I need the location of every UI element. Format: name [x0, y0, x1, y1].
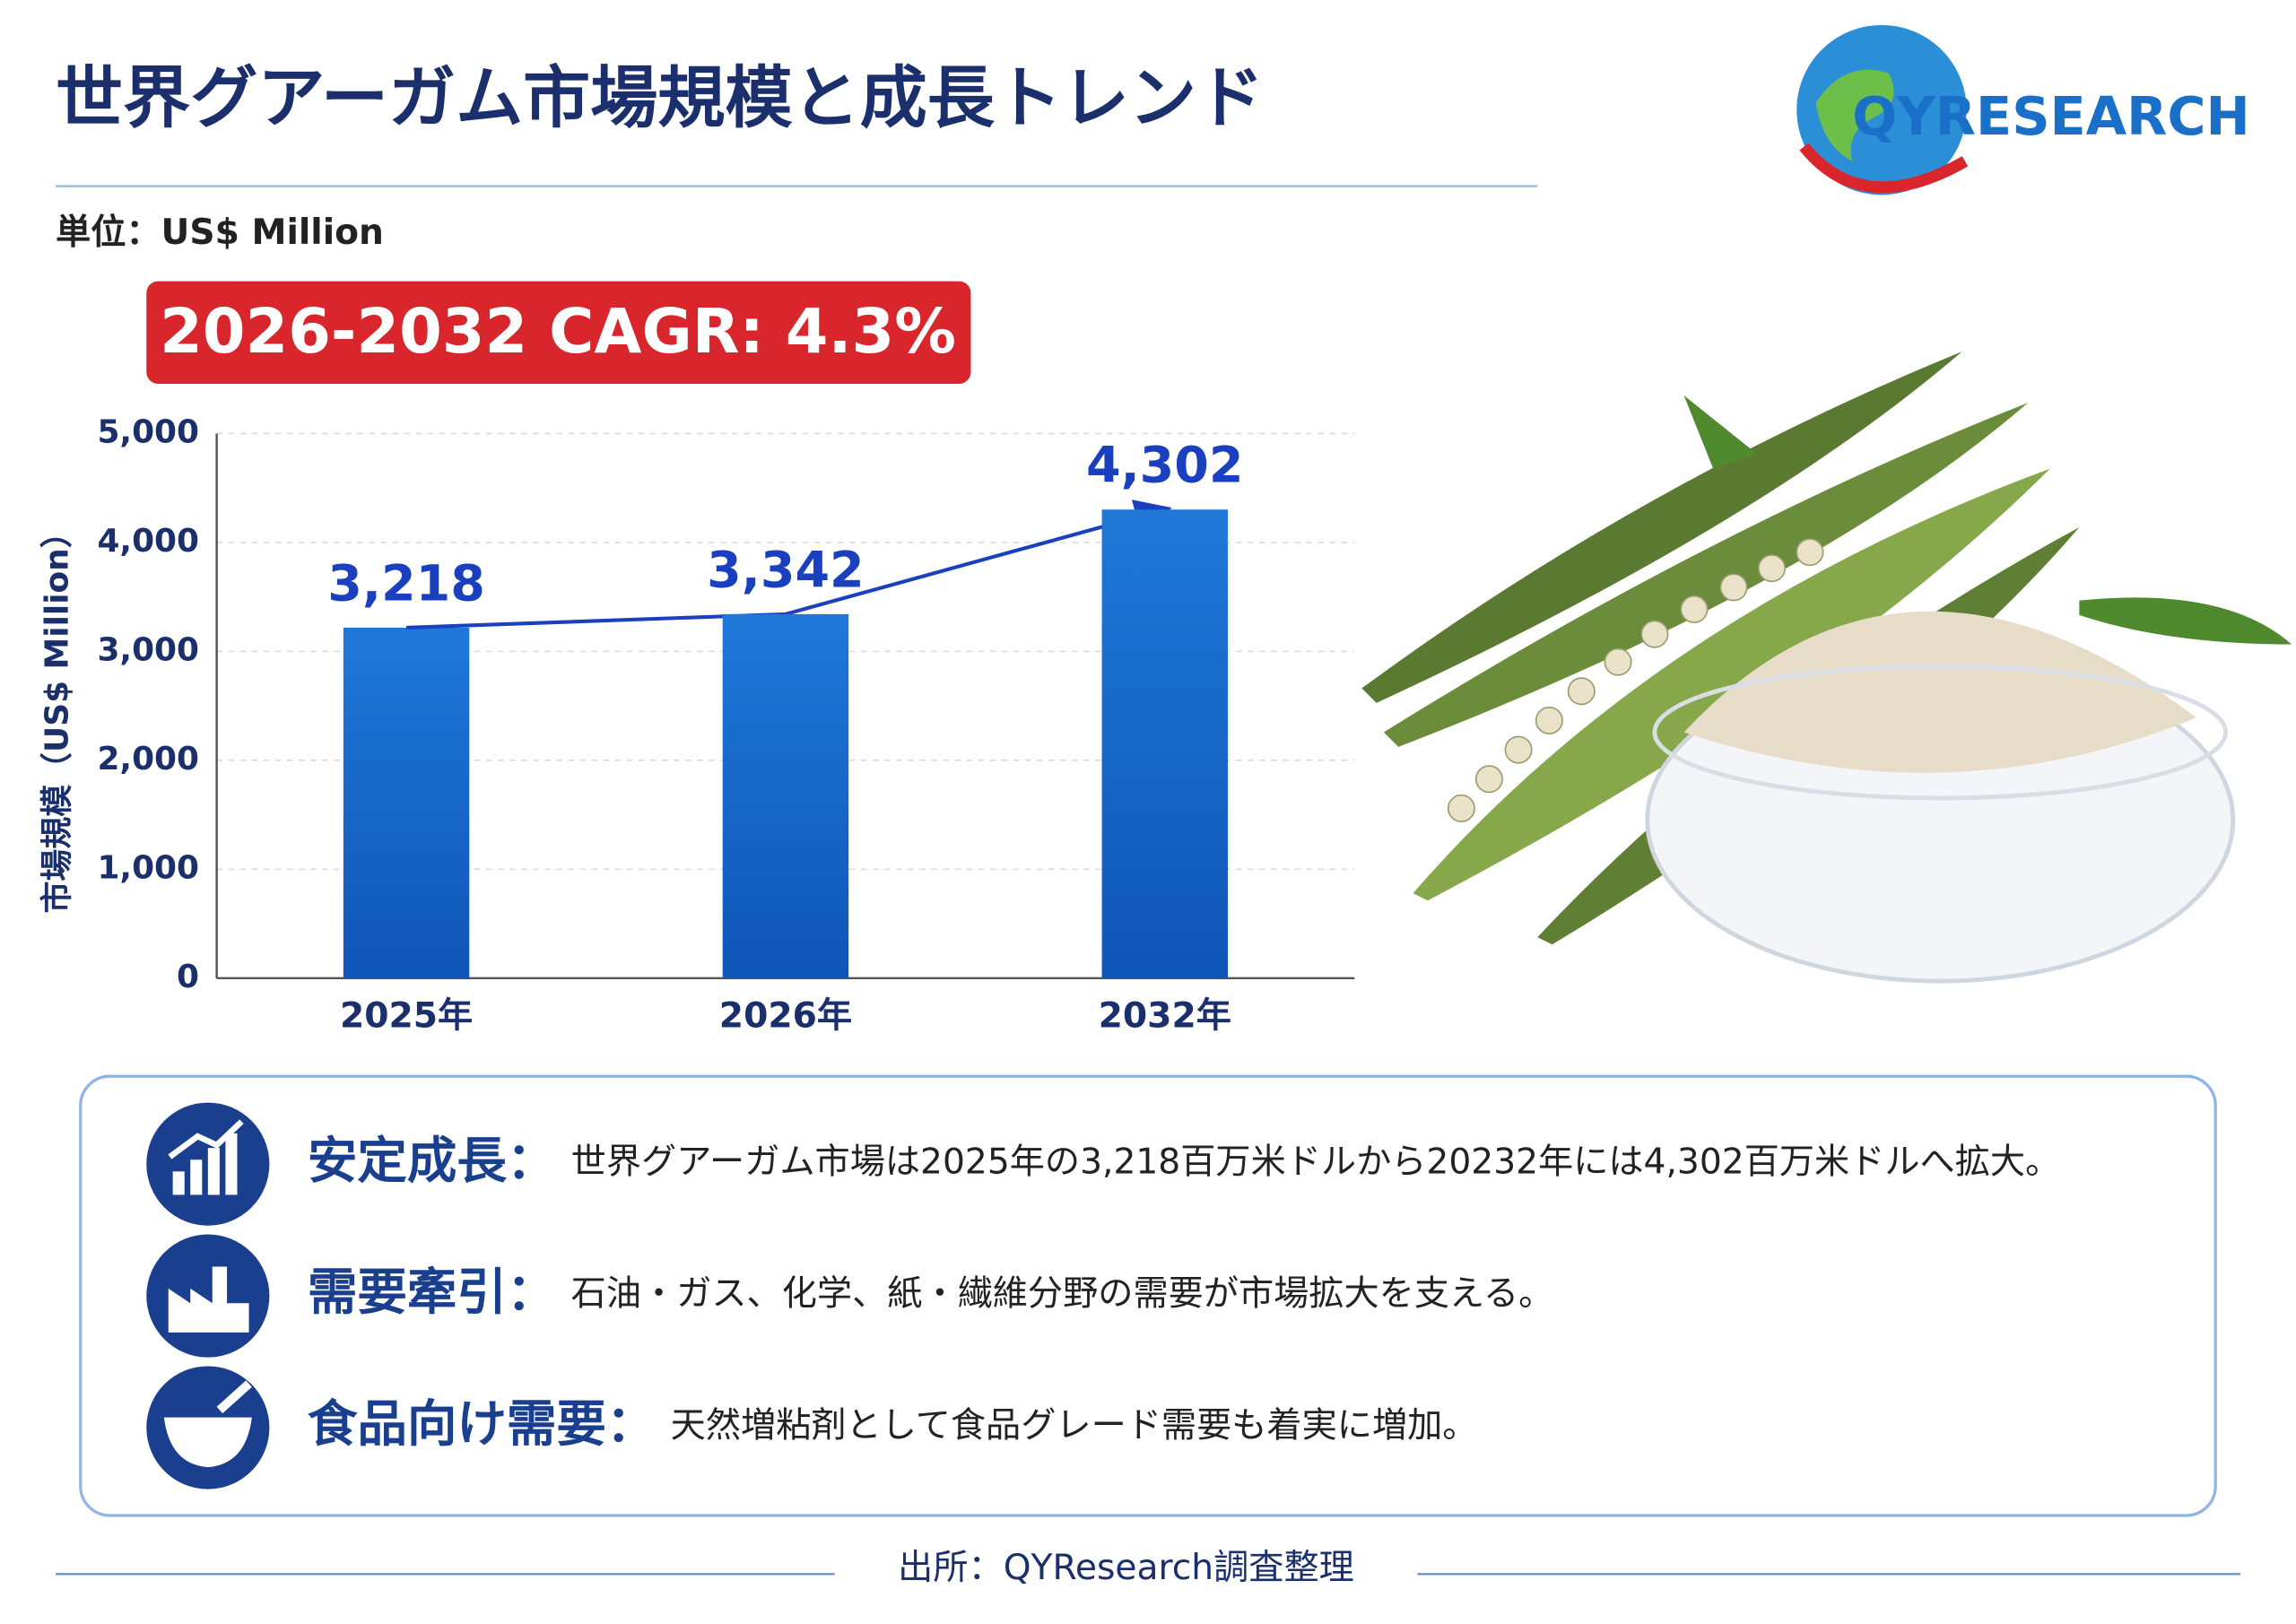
y-tick-label: 5,000	[97, 413, 199, 450]
highlights-box	[79, 1074, 2217, 1517]
x-tick-label: 2025年	[340, 995, 473, 1036]
highlight-text: 天然増粘剤として食品グレード需要も着実に増加。	[671, 1406, 1478, 1446]
bar	[722, 613, 849, 978]
x-tick-label: 2026年	[719, 995, 852, 1036]
highlights: 安定成長： 世界グアーガム市場は2025年の3,218百万米ドルから20232年に…	[308, 1132, 2060, 1454]
cagr-badge	[146, 281, 971, 384]
source: 出所：QYResearch調査整理	[898, 1548, 1354, 1588]
highlight-text: 石油・ガス、化学、紙・繊維分野の需要が市場拡大を支える。	[571, 1274, 1554, 1315]
x-tick-label: 2032年	[1099, 995, 1231, 1036]
y-tick-label: 0	[177, 959, 199, 995]
bar	[1101, 509, 1228, 978]
guar-illustration	[1361, 352, 2292, 984]
y-tick-label: 4,000	[97, 523, 199, 560]
highlight-text: 世界グアーガム市場は2025年の3,218百万米ドルから20232年には4,30…	[571, 1142, 2061, 1183]
logo: QYRESEARCH	[1852, 85, 2249, 147]
title: 世界グアーガム市場規模と成長トレンド	[56, 58, 1264, 137]
icons	[146, 1102, 270, 1489]
highlight-heading: 食品向け需要：	[308, 1395, 657, 1454]
y-axis-label: 市場規模（US$ Million）	[39, 516, 75, 913]
logo-swoosh	[1799, 143, 1969, 194]
bar	[343, 627, 470, 978]
y-tick-label: 1,000	[97, 849, 199, 886]
logo-land	[1815, 69, 1894, 161]
y-tick-label: 3,000	[97, 631, 199, 668]
value-label: 3,218	[327, 554, 485, 612]
y-tick-label: 2,000	[97, 741, 199, 777]
value-label: 3,342	[707, 541, 865, 599]
cagr: 2026-2032 CAGR: 4.3%	[160, 296, 956, 368]
unit: 単位：US$ Million	[56, 213, 384, 253]
bar-chart: 市場規模（US$ Million） 0 1,000 2,000 3,000 4,000 5…	[39, 413, 1355, 1036]
highlight-heading: 安定成長：	[308, 1132, 557, 1190]
value-label: 4,302	[1086, 437, 1244, 495]
highlight-heading: 需要牽引：	[308, 1264, 557, 1322]
